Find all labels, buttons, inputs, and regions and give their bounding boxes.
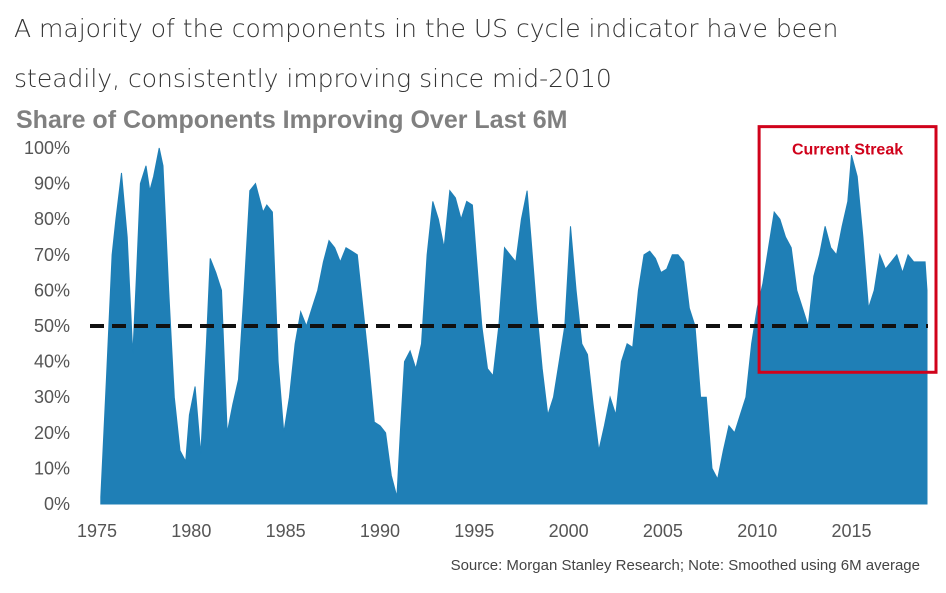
y-tick-label: 80% [34, 209, 70, 229]
chart-title: Share of Components Improving Over Last … [16, 106, 568, 134]
current-streak-label: Current Streak [792, 142, 903, 159]
x-tick-label: 1995 [454, 521, 494, 541]
headline: A majority of the components in the US c… [14, 14, 839, 93]
overlay: Current Streak [90, 125, 938, 374]
y-axis: 0% 10% 20% 30% 40% 50% 60% 70% 80% 90% 100% [24, 138, 70, 514]
y-tick-label: 90% [34, 174, 70, 194]
y-tick-label: 0% [44, 494, 70, 514]
x-tick-label: 1980 [171, 521, 211, 541]
x-tick-label: 1985 [266, 521, 306, 541]
x-tick-label: 2005 [643, 521, 683, 541]
x-tick-label: 1975 [77, 521, 117, 541]
y-tick-label: 40% [34, 352, 70, 372]
source-note: Source: Morgan Stanley Research; Note: S… [450, 557, 920, 574]
x-tick-label: 2015 [832, 521, 872, 541]
y-tick-label: 70% [34, 245, 70, 265]
y-tick-label: 20% [34, 423, 70, 443]
y-tick-label: 10% [34, 458, 70, 478]
x-tick-label: 1990 [360, 521, 400, 541]
x-tick-label: 2010 [737, 521, 777, 541]
y-tick-label: 60% [34, 280, 70, 300]
x-axis: 1975 1980 1985 1990 1995 2000 2005 2010 2015 [77, 521, 872, 541]
y-tick-label: 30% [34, 387, 70, 407]
x-tick-label: 2000 [549, 521, 589, 541]
current-streak-box [757, 125, 938, 374]
y-tick-label: 50% [34, 316, 70, 336]
y-tick-label: 100% [24, 138, 70, 158]
